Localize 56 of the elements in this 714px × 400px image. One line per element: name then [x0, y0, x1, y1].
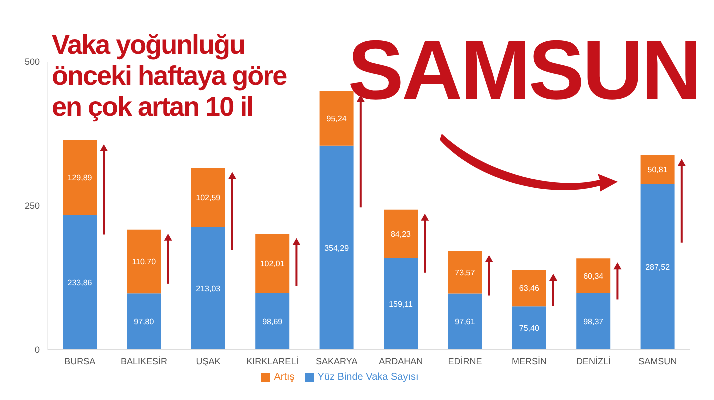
x-tick-label: EDİRNE	[448, 356, 482, 366]
bar	[320, 146, 354, 350]
y-tick-label: 250	[24, 201, 40, 212]
bar	[576, 258, 611, 294]
data-label: 95,24	[326, 114, 348, 124]
data-label: 110,70	[132, 258, 157, 267]
x-tick-label: KIRKLARELİ	[246, 356, 299, 366]
data-label: 60,34	[584, 272, 604, 281]
chart-title: Vaka yoğunluğu önceki haftaya göre en çok artan 10 il	[52, 30, 288, 123]
data-label: 159,11	[389, 300, 414, 310]
bar	[448, 294, 482, 350]
bar	[127, 294, 162, 350]
data-label: 213,03	[196, 284, 222, 294]
x-tick-label: BALIKESİR	[121, 356, 168, 366]
data-label: 63,46	[519, 284, 540, 294]
bar	[384, 258, 418, 350]
y-tick-label: 500	[24, 57, 40, 68]
data-label: 73,57	[455, 268, 476, 278]
x-tick-label: MERSİN	[512, 356, 548, 366]
bar	[448, 251, 482, 294]
data-label: 97,80	[134, 318, 155, 327]
bar	[256, 293, 290, 350]
bar	[640, 184, 675, 350]
data-label: 97,61	[455, 318, 476, 327]
bar	[63, 215, 97, 350]
data-label: 233,86	[68, 278, 93, 288]
data-label: 50,81	[648, 166, 668, 175]
data-label: 287,52	[646, 263, 671, 272]
bar	[640, 155, 675, 184]
data-label: 129,89	[68, 174, 93, 183]
data-label: 84,23	[390, 230, 412, 239]
legend-label: Yüz Binde Vaka Sayısı	[318, 372, 419, 383]
data-label: 98,69	[262, 317, 284, 326]
bar	[384, 210, 418, 258]
x-tick-label: ARDAHAN	[379, 356, 424, 366]
bar	[576, 293, 611, 350]
x-tick-label: BURSA	[64, 356, 96, 366]
data-label: 354,29	[324, 244, 350, 253]
bar	[256, 234, 290, 294]
annotation: SAMSUN	[348, 22, 700, 118]
bar	[63, 140, 97, 216]
data-label: 102,01	[260, 260, 286, 269]
x-tick-label: SAKARYA	[316, 356, 358, 366]
x-tick-label: UŞAK	[196, 356, 221, 366]
bar	[191, 168, 226, 228]
y-tick-label: 0	[34, 345, 40, 356]
bar	[191, 227, 226, 350]
x-tick-label: SAMSUN	[638, 356, 678, 366]
legend-label: Artış	[274, 372, 295, 383]
data-label: 98,37	[584, 318, 604, 327]
bar	[512, 306, 546, 350]
x-tick-label: DENİZLİ	[576, 356, 611, 366]
data-label: 75,40	[519, 324, 540, 334]
bar	[127, 230, 162, 294]
bar	[512, 270, 546, 307]
data-label: 102,59	[196, 194, 222, 203]
